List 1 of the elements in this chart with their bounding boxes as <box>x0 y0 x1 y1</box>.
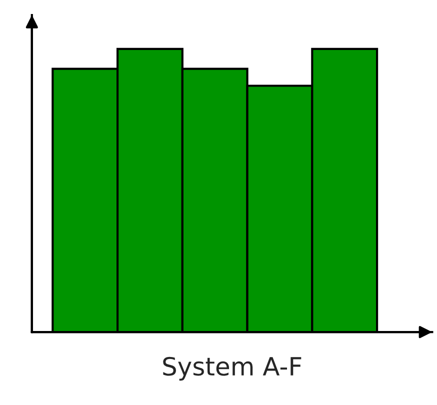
x-axis-title: System A-F <box>163 356 302 381</box>
